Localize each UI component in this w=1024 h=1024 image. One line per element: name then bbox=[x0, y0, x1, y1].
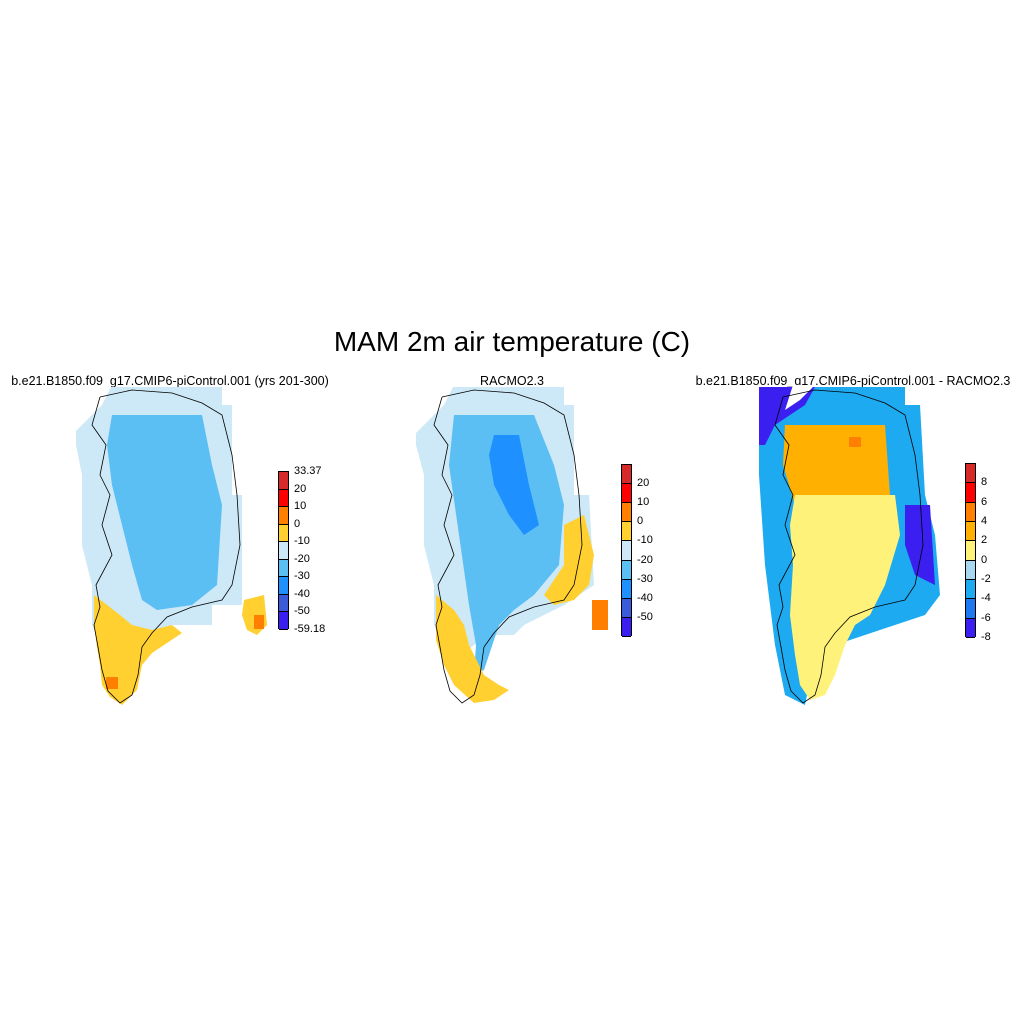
colorbar-label: 2 bbox=[981, 534, 988, 547]
colorbar-label: 33.37 bbox=[294, 465, 322, 477]
colorbar-label: 10 bbox=[294, 500, 307, 513]
colorbar-label: 6 bbox=[981, 495, 988, 508]
colorbar-swatch bbox=[966, 580, 975, 600]
panel-2-title: RACMO2.3 bbox=[480, 374, 544, 388]
colorbar-label: 4 bbox=[981, 515, 988, 527]
colorbar-label: -50 bbox=[637, 610, 653, 623]
colorbar-label: -20 bbox=[294, 552, 310, 565]
coastline bbox=[433, 389, 583, 704]
colorbar-swatch bbox=[279, 594, 288, 613]
colorbar-label: -50 bbox=[294, 605, 310, 618]
colorbar-label: -30 bbox=[294, 570, 310, 583]
colorbar-swatch bbox=[279, 542, 288, 560]
colorbar-label: -40 bbox=[637, 591, 653, 604]
colorbar-label: -40 bbox=[294, 587, 310, 600]
panel-1-field bbox=[72, 385, 267, 705]
coastline bbox=[91, 389, 241, 704]
colorbar-swatch bbox=[622, 560, 631, 580]
colorbar-swatch bbox=[622, 579, 631, 599]
warm-cell-east bbox=[254, 615, 264, 629]
colorbar-swatch bbox=[622, 503, 631, 523]
interior-coldest-region bbox=[489, 435, 539, 535]
interior-cold-region bbox=[449, 415, 564, 675]
strong-warm-bias-cell bbox=[849, 437, 861, 447]
coastline bbox=[774, 389, 924, 704]
colorbar-swatch bbox=[279, 559, 288, 578]
warm-cell-southwest bbox=[106, 677, 118, 689]
colorbar-label: -4 bbox=[981, 592, 991, 605]
colorbar-swatch bbox=[966, 541, 975, 561]
colorbar-swatch bbox=[966, 618, 975, 638]
colorbar-label: -6 bbox=[981, 611, 991, 624]
colorbar-swatch bbox=[622, 484, 631, 504]
colorbar-swatch bbox=[279, 612, 288, 630]
colorbar-label: -8 bbox=[981, 631, 991, 643]
panel-2-map bbox=[414, 385, 608, 704]
colorbar-label: -20 bbox=[637, 553, 653, 566]
colorbar-swatch bbox=[966, 522, 975, 542]
colorbar-swatch bbox=[622, 522, 631, 542]
colorbar-label: 0 bbox=[981, 553, 988, 566]
colorbar-label: -10 bbox=[294, 535, 310, 548]
colorbar-swatch bbox=[622, 465, 631, 485]
colorbar-swatch bbox=[966, 464, 975, 484]
colorbar-swatch bbox=[966, 502, 975, 522]
colorbar-swatch bbox=[622, 617, 631, 637]
colorbar-swatch bbox=[622, 598, 631, 618]
sea-cutout bbox=[414, 385, 454, 435]
panel-1-map bbox=[72, 385, 267, 705]
colorbar-swatch bbox=[279, 577, 288, 595]
panel-2-field bbox=[414, 385, 608, 703]
colorbar-label: -30 bbox=[637, 572, 653, 585]
panel-3-title: b.e21.B1850.f09_g17.CMIP6-piControl.001 … bbox=[695, 374, 1011, 388]
colorbar-swatch bbox=[279, 472, 288, 490]
colorbar-label: 20 bbox=[294, 482, 307, 495]
colorbar-swatch bbox=[622, 541, 631, 561]
colorbar-box bbox=[965, 463, 976, 638]
colorbar-swatch bbox=[966, 483, 975, 503]
figure-title: MAM 2m air temperature (C) bbox=[333, 326, 691, 357]
colorbar-box bbox=[278, 471, 289, 630]
colorbar-swatch bbox=[279, 507, 288, 525]
colorbar-swatch bbox=[966, 560, 975, 580]
warm-cell-east bbox=[592, 600, 608, 630]
colorbar-label: 10 bbox=[637, 496, 650, 509]
colorbar-swatch bbox=[966, 599, 975, 619]
strong-cold-bias-east bbox=[905, 505, 935, 585]
colorbar-label: -10 bbox=[637, 534, 653, 547]
small-warm-bias-interior bbox=[790, 495, 900, 700]
colorbar-label: -2 bbox=[981, 573, 991, 585]
colorbar-swatch bbox=[279, 489, 288, 508]
panel-1-title: b.e21.B1850.f09_g17.CMIP6-piControl.001 … bbox=[11, 374, 329, 388]
colorbar-label: 20 bbox=[637, 477, 650, 490]
colorbar-label: 0 bbox=[294, 517, 301, 530]
colorbar-label: 0 bbox=[637, 515, 644, 528]
colorbar-swatch bbox=[279, 524, 288, 543]
strong-cold-bias-north bbox=[759, 387, 815, 445]
colorbar-label: -59.18 bbox=[294, 623, 326, 635]
colorbar-box bbox=[621, 464, 632, 637]
sea-cutout bbox=[72, 385, 112, 435]
colorbar-label: 8 bbox=[981, 476, 988, 489]
panel-3-map bbox=[759, 385, 940, 705]
panel-3-field bbox=[759, 385, 940, 705]
south-warm-region bbox=[436, 595, 509, 703]
interior-cold-region bbox=[107, 415, 222, 610]
